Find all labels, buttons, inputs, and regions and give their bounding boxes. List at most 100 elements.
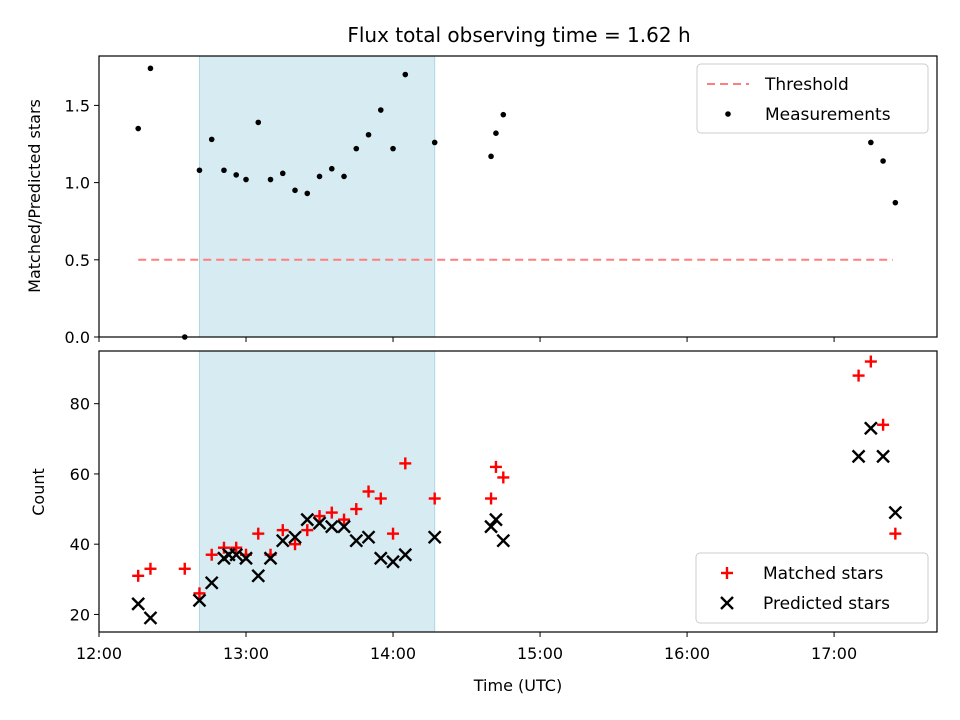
measurement-point xyxy=(493,130,499,136)
predicted-x-b xyxy=(288,530,302,545)
shaded-window-top xyxy=(198,55,436,338)
legend-threshold-label: Threshold xyxy=(764,75,849,95)
predicted-star-point xyxy=(888,505,903,520)
top-legend: Threshold Measurements xyxy=(696,63,929,134)
x-tick-label: 17:00 xyxy=(811,644,857,663)
top-legend-box xyxy=(696,63,929,134)
bottom-y-tick-label: 40 xyxy=(70,535,90,554)
predicted-x-b xyxy=(312,516,327,530)
matched-star-point xyxy=(489,460,502,473)
measurement-point xyxy=(868,139,874,146)
predicted-x-b xyxy=(204,575,219,590)
measurement-point xyxy=(243,176,249,183)
measurement-point xyxy=(304,190,311,197)
matched-star-point xyxy=(276,524,289,537)
predicted-star-point xyxy=(851,449,866,464)
predicted-x-b xyxy=(275,533,290,548)
top-y-tick-label: 1.5 xyxy=(65,96,90,115)
x-tick-label: 14:00 xyxy=(370,644,416,663)
measurement-point xyxy=(233,172,240,178)
matched-star-point xyxy=(387,527,400,540)
observing-window-bottom xyxy=(198,350,436,633)
legend-measurement-dot xyxy=(725,111,731,117)
x-tick-label: 16:00 xyxy=(664,644,710,663)
measurement-point xyxy=(147,65,154,72)
predicted-star-point xyxy=(863,421,878,436)
predicted-star-point xyxy=(373,551,388,566)
predicted-x-b xyxy=(300,512,315,527)
predicted-star-point xyxy=(876,449,890,464)
predicted-x-b xyxy=(349,533,364,548)
measurement-point xyxy=(196,167,203,174)
matched-star-point xyxy=(325,506,338,519)
matched-star-point xyxy=(313,510,326,523)
top-y-ticks: 0.0 0.5 1.0 1.5 xyxy=(65,96,99,347)
predicted-star-points xyxy=(131,421,903,625)
predicted-x-b xyxy=(863,421,878,436)
top-y-tick-label: 1.0 xyxy=(65,174,90,193)
matched-star-point xyxy=(289,538,302,551)
matched-star-point xyxy=(428,492,441,505)
predicted-x-b xyxy=(398,547,413,562)
predicted-x-b xyxy=(143,611,158,625)
measurement-point xyxy=(500,111,507,118)
predicted-star-point xyxy=(239,551,253,566)
measurement-point xyxy=(353,145,360,152)
observing-window-top xyxy=(198,55,436,338)
predicted-x-b xyxy=(484,519,498,534)
measurement-point xyxy=(328,165,335,172)
predicted-star-point xyxy=(349,533,364,548)
matched-star-point xyxy=(497,471,510,484)
predicted-star-point xyxy=(484,519,498,534)
predicted-star-point xyxy=(386,554,400,569)
matched-star-point xyxy=(864,355,877,368)
predicted-star-point xyxy=(263,551,278,566)
shaded-window-bottom xyxy=(198,350,436,633)
matched-star-point xyxy=(485,492,498,505)
x-tick-label: 13:00 xyxy=(223,644,269,663)
top-x-ticks xyxy=(98,337,835,342)
predicted-star-point xyxy=(324,519,339,534)
measurement-point xyxy=(279,170,286,177)
predicted-x-b xyxy=(496,533,511,548)
predicted-x-b xyxy=(239,551,253,566)
matched-star-point xyxy=(362,485,375,498)
predicted-star-point xyxy=(229,547,244,562)
matched-star-point xyxy=(205,548,218,561)
legend-matched-marker xyxy=(721,567,733,579)
matched-star-point xyxy=(178,562,191,575)
measurement-point xyxy=(390,145,396,152)
matched-star-point xyxy=(877,418,890,431)
bottom-axes-frame xyxy=(98,350,938,633)
bottom-x-ticks: 12:00 13:00 14:00 15:00 16:00 17:00 xyxy=(76,632,857,663)
legend-measurements-label: Measurements xyxy=(765,105,891,125)
predicted-star-point xyxy=(361,530,376,545)
measurement-points xyxy=(135,65,899,340)
top-y-axis-label: Matched/Predicted stars xyxy=(25,99,44,293)
x-tick-label: 15:00 xyxy=(517,644,563,663)
matched-star-point xyxy=(252,527,265,540)
predicted-x-b xyxy=(192,593,207,608)
ratio-panel: 0.0 0.5 1.0 1.5 Matched/Predicted stars Thr… xyxy=(25,55,938,347)
predicted-star-point xyxy=(489,512,503,527)
measurement-point xyxy=(208,136,215,143)
predicted-x-b xyxy=(876,449,890,464)
matched-star-point xyxy=(217,541,230,554)
matched-star-point xyxy=(230,541,243,554)
predicted-x-b xyxy=(427,530,442,545)
measurement-point xyxy=(221,167,227,174)
top-axes-frame xyxy=(98,55,938,338)
matched-star-point xyxy=(374,492,387,505)
predicted-star-point xyxy=(204,575,219,590)
x-axis-label: Time (UTC) xyxy=(473,676,562,695)
predicted-star-point xyxy=(143,611,158,625)
predicted-x-b xyxy=(489,512,503,527)
predicted-star-point xyxy=(251,568,266,583)
legend-matched-label: Matched stars xyxy=(763,564,883,584)
predicted-star-point xyxy=(312,516,327,530)
measurement-point xyxy=(402,71,409,78)
bottom-legend-box xyxy=(695,552,929,624)
measurement-point xyxy=(341,173,347,180)
bottom-y-tick-label: 20 xyxy=(70,605,90,624)
